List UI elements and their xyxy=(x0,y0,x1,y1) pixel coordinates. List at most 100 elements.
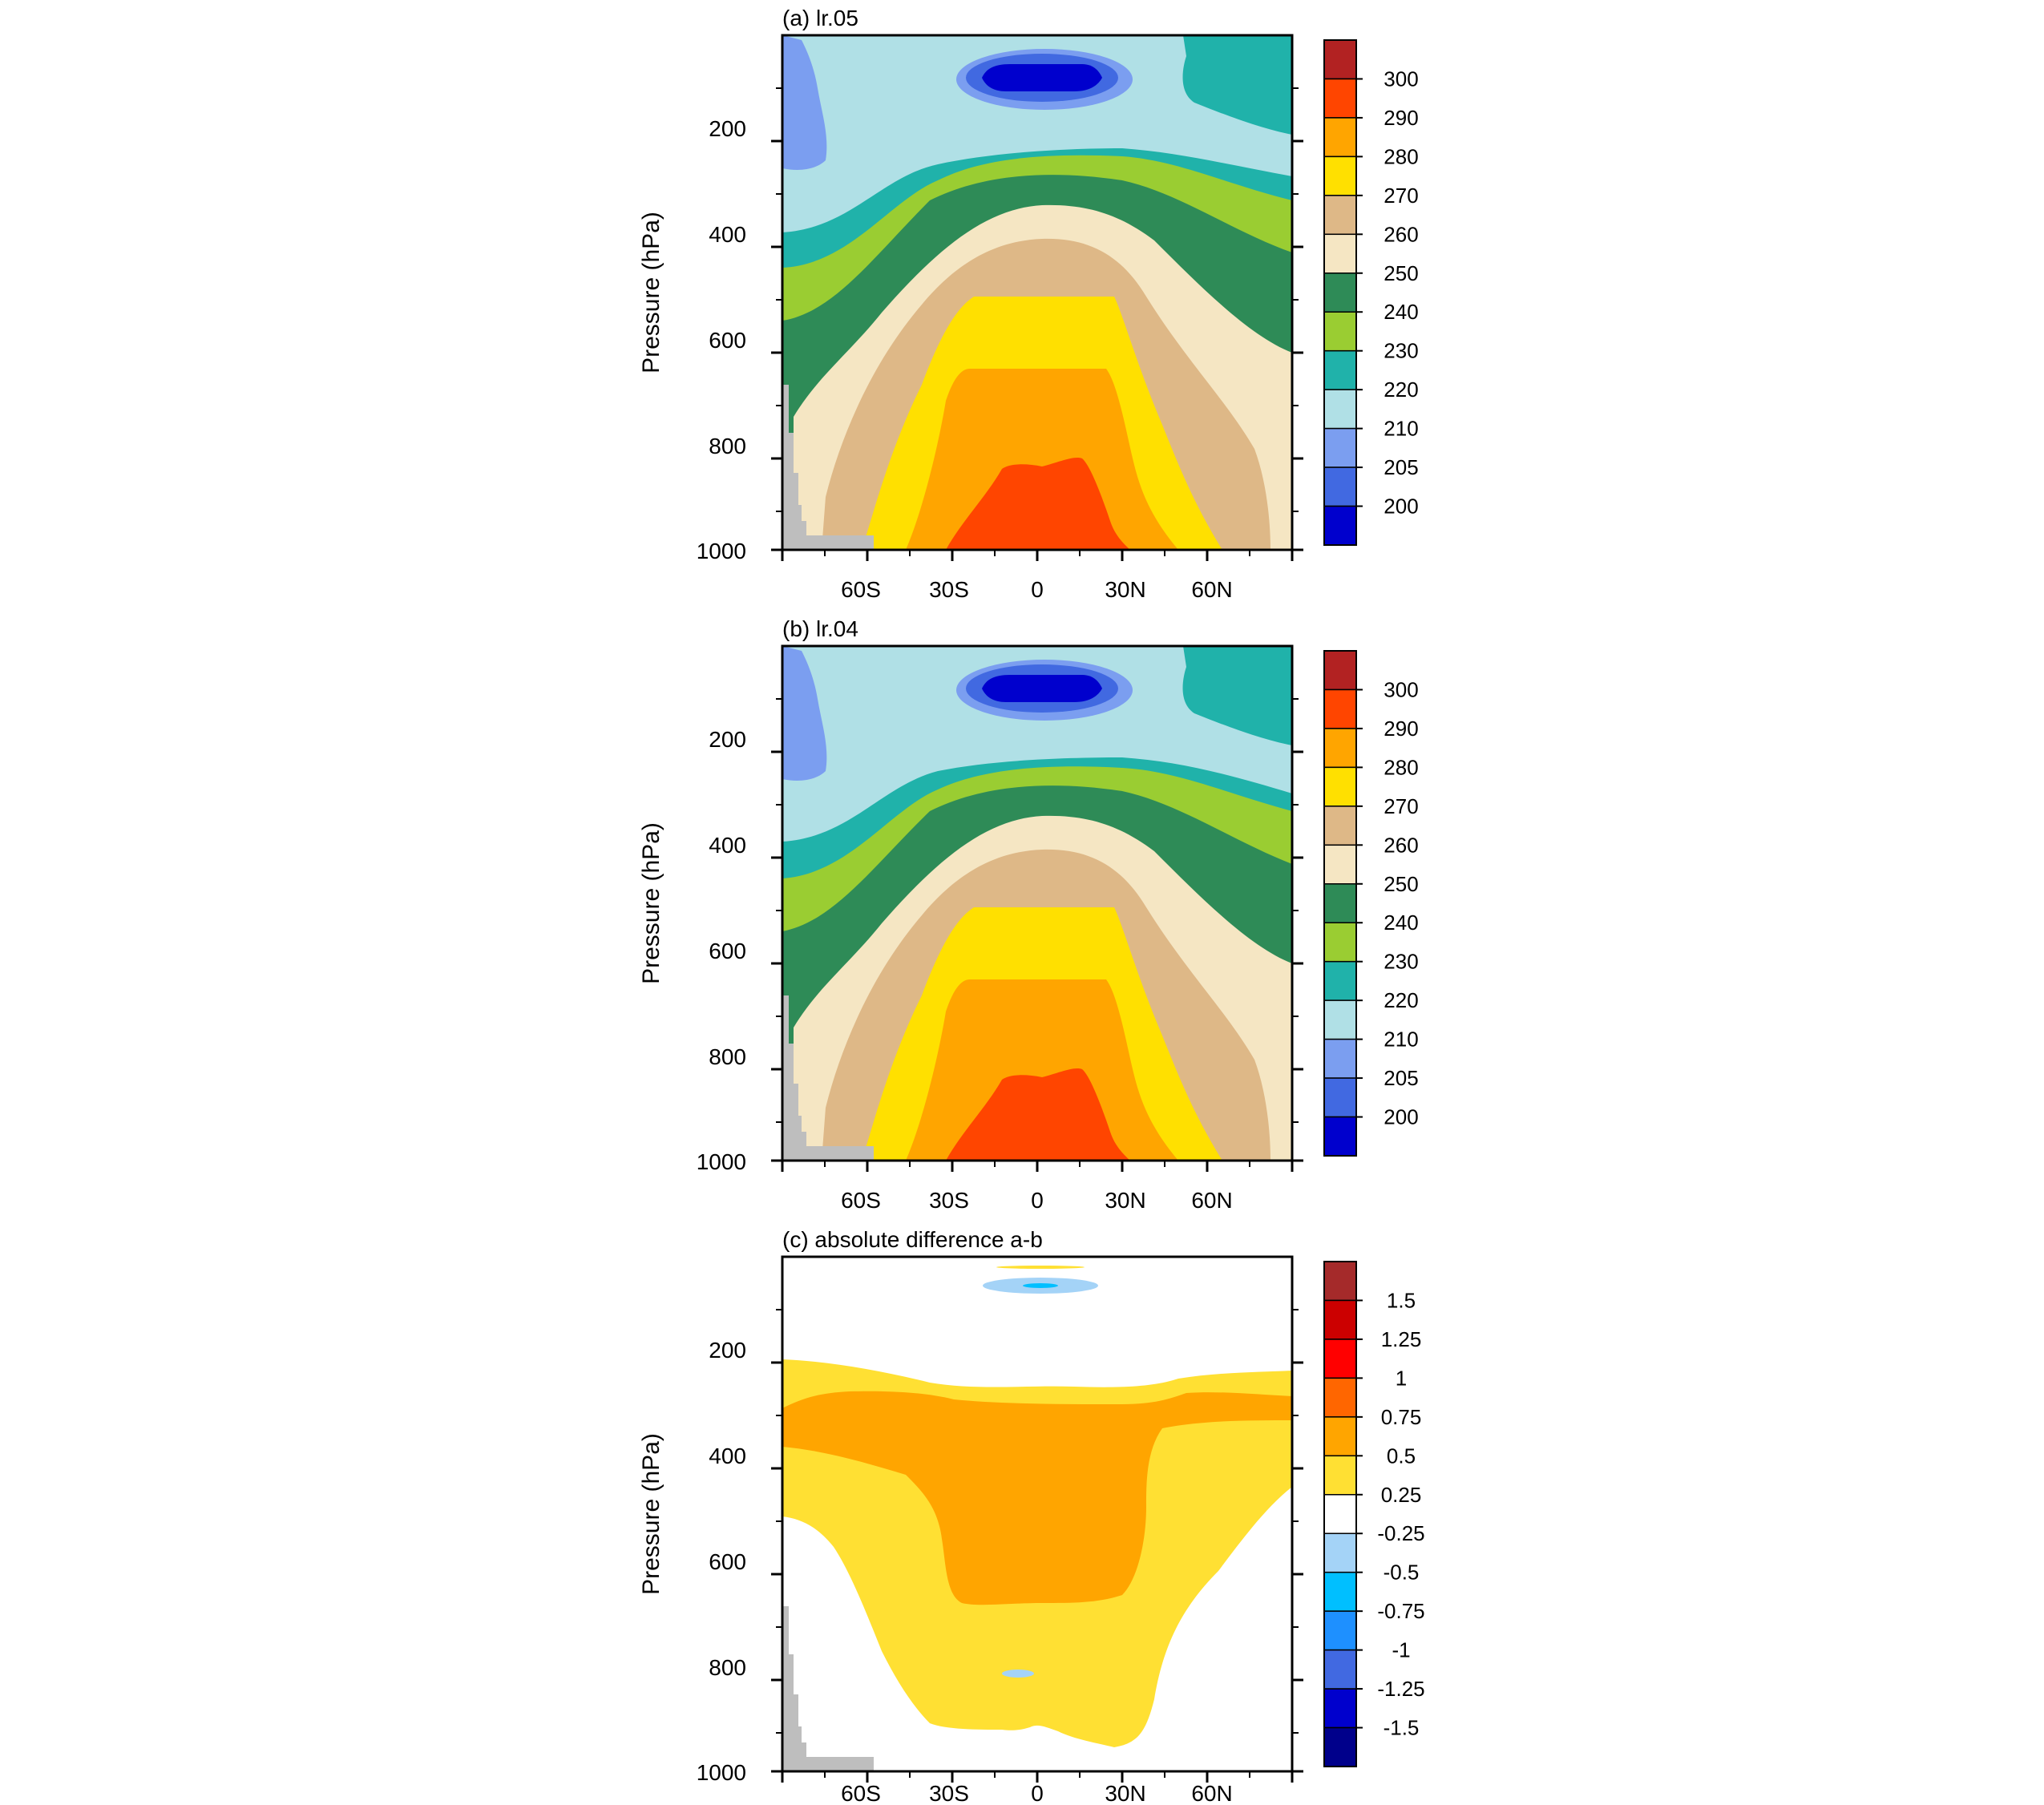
colorbar-label: 290 xyxy=(1384,106,1418,130)
colorbar-frame xyxy=(1323,39,1357,546)
colorbar-swatch xyxy=(1323,349,1357,390)
colorbar-swatch xyxy=(1323,1416,1357,1457)
band-220-230-top xyxy=(1182,646,1292,745)
y-tick-label: 1000 xyxy=(697,1149,746,1174)
colorbar-swatch xyxy=(1323,650,1357,691)
colorbar-swatch xyxy=(1323,1610,1357,1651)
colorbar-label: 1 xyxy=(1396,1366,1407,1390)
band-0.5-0.75 xyxy=(782,1391,1292,1605)
colorbar-swatch xyxy=(1323,1726,1357,1767)
y-tick-label: 400 xyxy=(709,833,746,858)
colorbar-label: 300 xyxy=(1384,677,1418,701)
colorbar-swatch xyxy=(1323,389,1357,430)
colorbar-swatch xyxy=(1323,1649,1357,1690)
colorbar-label: 200 xyxy=(1384,1105,1418,1129)
colorbar-swatch xyxy=(1323,1377,1357,1418)
colorbar-swatch xyxy=(1323,1339,1357,1379)
x-tick-label: 0 xyxy=(1031,1781,1044,1805)
x-tick-label: 30N xyxy=(1105,1188,1145,1213)
y-tick-label: 600 xyxy=(709,328,746,353)
colorbar-label: -1.5 xyxy=(1384,1716,1420,1740)
panel-b-ylabel: Pressure (hPa) xyxy=(638,822,665,984)
colorbar-label: 260 xyxy=(1384,833,1418,857)
band-lt-200 xyxy=(982,675,1102,702)
band-0.25-top xyxy=(996,1266,1085,1269)
colorbar-swatch xyxy=(1323,427,1357,468)
colorbar-label: 280 xyxy=(1384,144,1418,168)
x-tick-label: 30N xyxy=(1105,1781,1145,1805)
x-tick-label: 60N xyxy=(1191,1781,1232,1805)
panel-a-tick-marks xyxy=(771,87,1303,561)
y-tick-label: 1000 xyxy=(697,1760,746,1785)
colorbar-swatch xyxy=(1323,311,1357,352)
colorbar-swatch xyxy=(1323,466,1357,507)
colorbar-label: 0.5 xyxy=(1387,1444,1416,1468)
colorbar-swatch xyxy=(1323,1261,1357,1302)
x-tick-label: 60S xyxy=(841,1781,881,1805)
y-tick-label: 1000 xyxy=(697,539,746,563)
colorbar-label: 290 xyxy=(1384,717,1418,741)
y-tick-label: 200 xyxy=(709,727,746,752)
missing-topography xyxy=(782,995,874,1161)
band-280-290 xyxy=(906,369,1178,550)
panel-b-xticks: 60S 30S 0 30N 60N xyxy=(841,1188,1233,1213)
colorbar-label: -1 xyxy=(1392,1638,1410,1662)
x-tick-label: 60N xyxy=(1191,577,1232,602)
colorbar-label: 250 xyxy=(1384,872,1418,896)
y-tick-label: 600 xyxy=(709,939,746,963)
colorbar-swatch xyxy=(1323,78,1357,119)
panel-b-title: (b) lr.04 xyxy=(782,616,858,641)
colorbar-label: 210 xyxy=(1384,1028,1418,1052)
colorbar-label: -1.25 xyxy=(1377,1677,1424,1701)
colorbar-label: 270 xyxy=(1384,184,1418,208)
colorbar-label: 220 xyxy=(1384,988,1418,1012)
colorbar-swatch xyxy=(1323,728,1357,769)
panel-c-contours xyxy=(782,1257,1292,1771)
panel-c-yticks: 200 400 600 800 1000 xyxy=(697,1338,746,1785)
colorbar-label: 230 xyxy=(1384,950,1418,974)
colorbar-frame xyxy=(1323,1261,1357,1767)
colorbar-swatch xyxy=(1323,688,1357,729)
band-lt-200 xyxy=(982,64,1102,91)
colorbar-swatch xyxy=(1323,1688,1357,1729)
colorbar-swatch xyxy=(1323,195,1357,236)
colorbar-label: 280 xyxy=(1384,755,1418,779)
colorbar-label: 250 xyxy=(1384,261,1418,285)
colorbar-swatch xyxy=(1323,233,1357,274)
colorbar-swatch xyxy=(1323,505,1357,546)
panel-a-ylabel: Pressure (hPa) xyxy=(638,212,665,374)
colorbar-label: 300 xyxy=(1384,67,1418,91)
colorbar-swatch xyxy=(1323,1299,1357,1340)
colorbar-label: 270 xyxy=(1384,794,1418,818)
panel-c-title: (c) absolute difference a-b xyxy=(782,1227,1043,1252)
panel-b-contours xyxy=(782,646,1292,1161)
colorbar-swatch xyxy=(1323,844,1357,885)
band-220-230-top xyxy=(1182,35,1292,135)
panel-a-xticks: 60S 30S 0 30N 60N xyxy=(841,577,1233,602)
colorbar-label: 205 xyxy=(1384,1066,1418,1090)
colorbar-swatch xyxy=(1323,1116,1357,1157)
colorbar-swatch xyxy=(1323,39,1357,80)
colorbar-swatch xyxy=(1323,1038,1357,1079)
panel-c-colorbar: 1.5 1.25 1 0.75 0.5 0.25 -0.25 -0.5 -0.75 -1 -1.25… xyxy=(1323,1261,1425,1767)
y-tick-label: 200 xyxy=(709,1338,746,1363)
x-tick-label: 30N xyxy=(1105,577,1145,602)
x-tick-label: 60N xyxy=(1191,1188,1232,1213)
panel-a-contours xyxy=(782,35,1292,550)
colorbar-frame xyxy=(1323,650,1357,1157)
panel-c-xticks: 60S 30S 0 30N 60N xyxy=(841,1781,1233,1805)
band-290-300 xyxy=(946,458,1130,550)
colorbar-label: 0.75 xyxy=(1381,1405,1422,1429)
colorbar-swatch xyxy=(1323,883,1357,923)
band-205-210 xyxy=(782,35,827,170)
colorbar-label: 210 xyxy=(1384,417,1418,441)
colorbar-swatch xyxy=(1323,1571,1357,1612)
band-neg-0.25-low xyxy=(1002,1670,1034,1678)
colorbar-label: 1.5 xyxy=(1387,1288,1416,1312)
x-tick-label: 30S xyxy=(929,1188,969,1213)
colorbar-label: 240 xyxy=(1384,300,1418,324)
colorbar-label: 1.25 xyxy=(1381,1327,1422,1351)
colorbar-label: -0.5 xyxy=(1384,1561,1420,1585)
y-tick-label: 800 xyxy=(709,434,746,458)
band-280-290 xyxy=(906,979,1178,1161)
